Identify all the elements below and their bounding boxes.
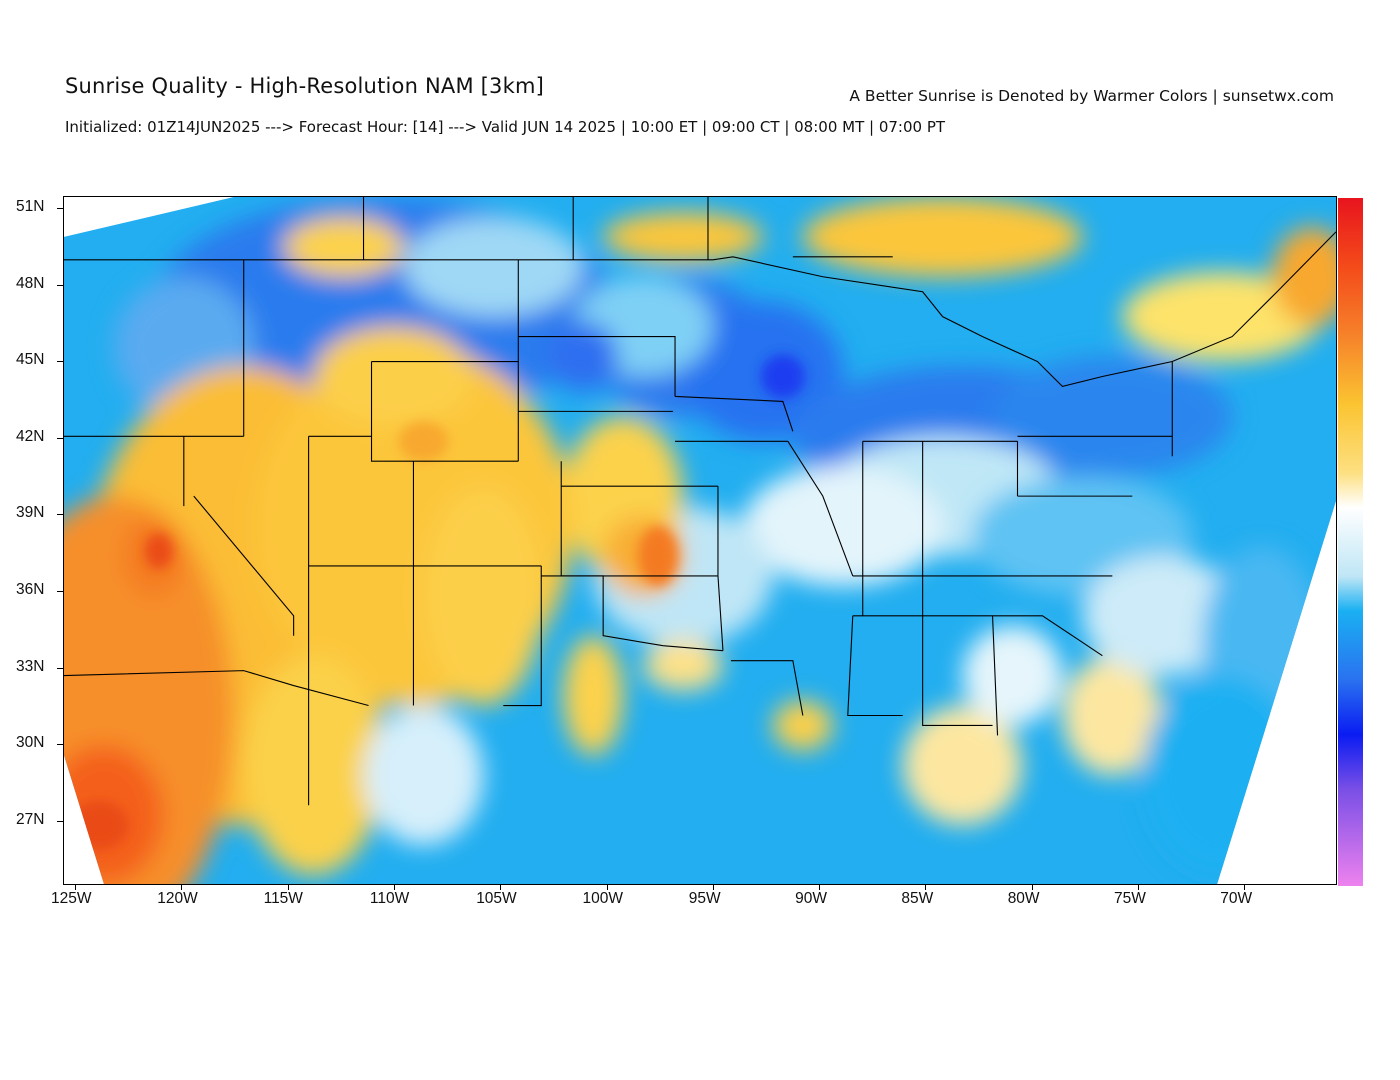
lat-tick-mark [57, 361, 63, 363]
lon-tick-mark [1031, 884, 1033, 890]
lat-tick-label: 30N [16, 734, 45, 752]
lon-tick-label: 90W [795, 890, 827, 907]
lat-tick-label: 42N [16, 427, 45, 445]
lat-tick-label: 36N [16, 581, 45, 598]
lon-tick-label: 85W [901, 890, 934, 907]
lon-tick-label: 120W [157, 890, 198, 907]
lat-tick-mark [57, 437, 63, 439]
lon-tick-mark [1138, 884, 1139, 890]
lat-tick-mark [57, 744, 63, 746]
lon-tick-mark [287, 884, 289, 890]
lon-tick-label: 105W [476, 890, 517, 907]
colorbar [1338, 198, 1363, 886]
lon-tick-label: 125W [51, 890, 92, 907]
boundaries [64, 197, 1336, 806]
lat-tick-label: 39N [16, 504, 45, 522]
lon-tick-label: 95W [688, 890, 721, 907]
lon-tick-mark [500, 884, 502, 890]
colorbar-gradient [1338, 198, 1363, 886]
lon-tick-label: 80W [1007, 890, 1040, 907]
lon-tick-mark [1244, 884, 1246, 890]
lat-tick-label: 51N [16, 198, 45, 215]
lon-tick-label: 70W [1220, 890, 1253, 907]
lat-tick-label: 27N [16, 810, 45, 828]
lon-tick-mark [819, 884, 821, 890]
map-note: A Better Sunrise is Denoted by Warmer Co… [849, 87, 1334, 105]
lat-tick-mark [57, 591, 63, 592]
lon-tick-mark [712, 884, 714, 890]
lon-tick-mark [393, 884, 395, 890]
lon-tick-mark [925, 884, 927, 890]
map-frame [63, 196, 1337, 885]
forecast-map [64, 197, 1336, 884]
lat-tick-mark [57, 820, 63, 822]
lat-tick-mark [57, 208, 63, 209]
lon-tick-mark [75, 884, 76, 890]
lon-tick-mark [181, 884, 183, 890]
lat-tick-label: 48N [16, 274, 45, 292]
sunrise-quality-field [64, 197, 1336, 884]
lat-tick-mark [57, 514, 63, 516]
lon-tick-label: 100W [582, 890, 624, 907]
lon-tick-label: 110W [369, 890, 410, 907]
lon-tick-label: 115W [263, 890, 303, 907]
lon-tick-label: 75W [1114, 890, 1146, 907]
lat-tick-mark [57, 667, 63, 669]
lat-tick-label: 33N [16, 657, 45, 675]
map-title: Sunrise Quality - High-Resolution NAM [3… [65, 74, 544, 98]
map-subtitle: Initialized: 01Z14JUN2025 ---> Forecast … [65, 118, 946, 136]
lat-tick-mark [57, 284, 63, 286]
lon-tick-mark [606, 884, 608, 890]
lat-tick-label: 45N [16, 351, 45, 369]
